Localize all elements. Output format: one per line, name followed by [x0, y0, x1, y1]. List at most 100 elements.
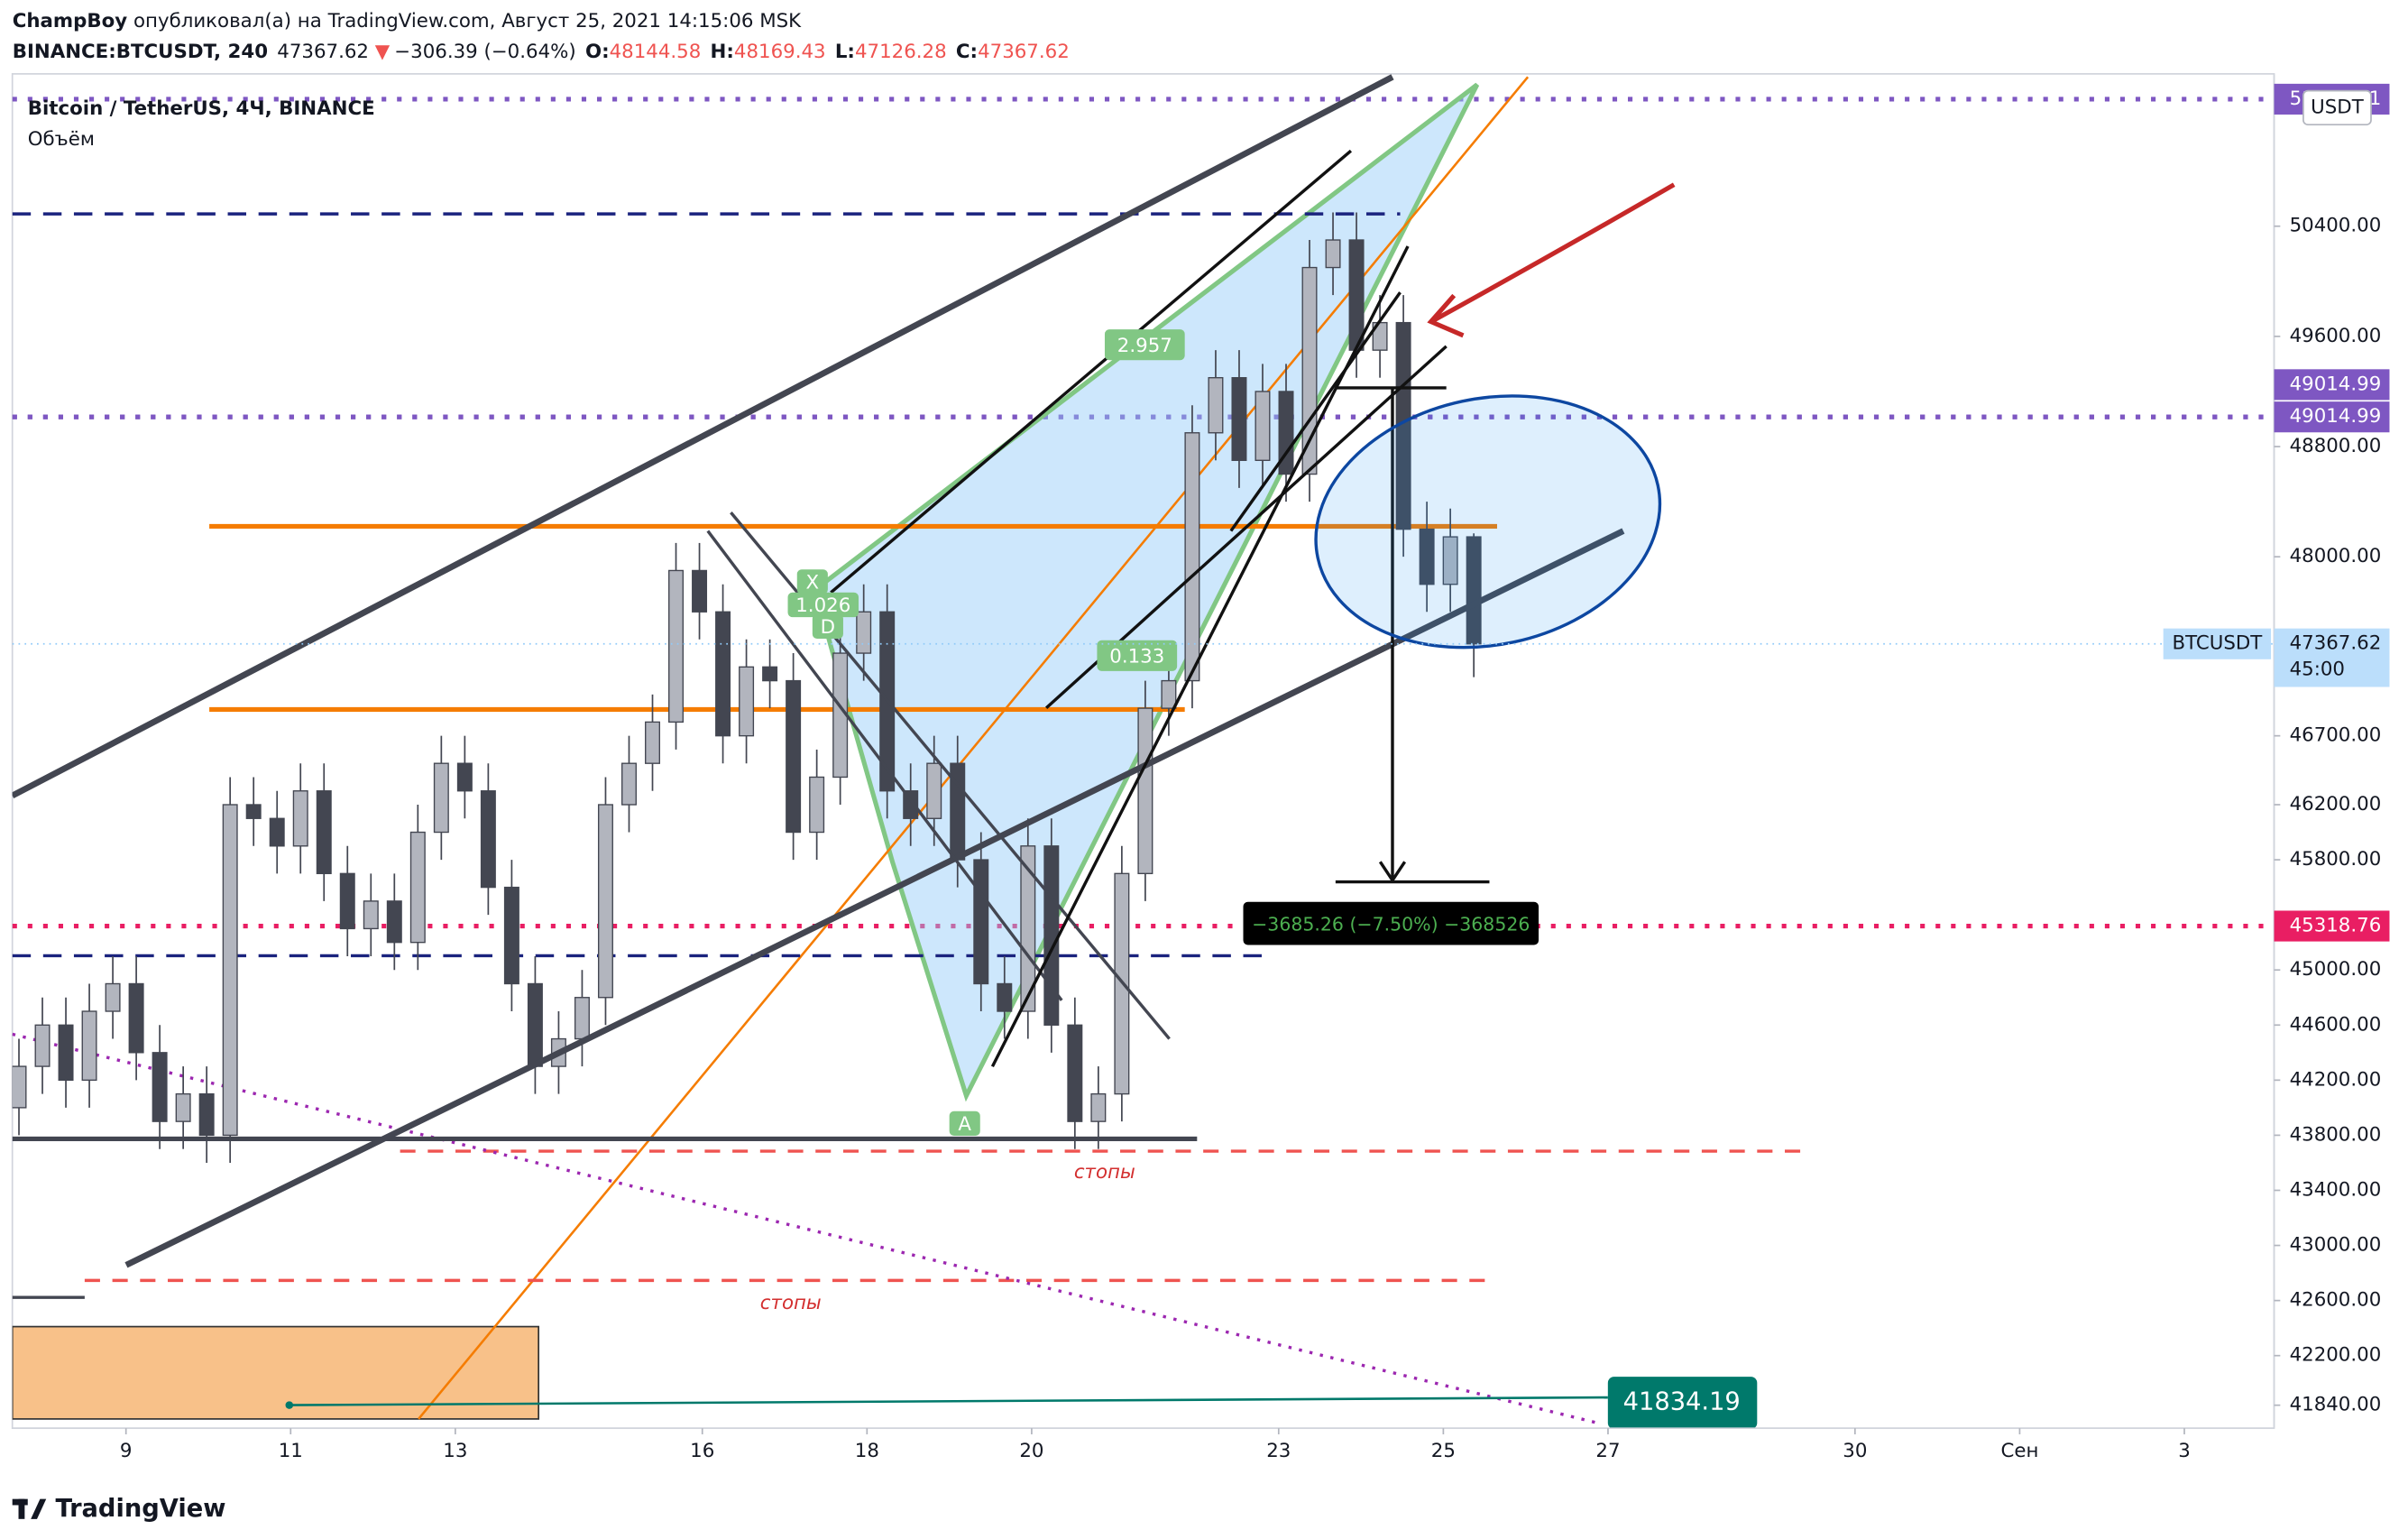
- logo-mark: [18, 1498, 25, 1519]
- plot: X 1.026 D A 2.957 0.133 стопы стопы −368…: [12, 74, 2275, 1429]
- candle-body: [1325, 239, 1341, 269]
- candle-body: [269, 817, 285, 847]
- price-tag-label: 41834.19: [1623, 1388, 1741, 1416]
- x-tick-label: 23: [1266, 1440, 1291, 1462]
- y-tick-label: 48000.00: [2290, 545, 2382, 567]
- ohlc-label: O:: [585, 41, 610, 63]
- price-line-box: [2274, 910, 2390, 942]
- candle-body: [363, 900, 379, 930]
- trend-line: [830, 149, 1353, 594]
- y-tick-label: 43800.00: [2290, 1123, 2382, 1146]
- red-arrow: [1432, 182, 1676, 323]
- candle-body: [1184, 432, 1200, 682]
- candle-body: [316, 790, 332, 875]
- label-box: [1097, 640, 1178, 671]
- candle-body: [809, 776, 825, 834]
- candle-body: [739, 666, 755, 737]
- x-tick-label: 20: [1019, 1440, 1043, 1462]
- price-tag: 41834.19: [1607, 1377, 1758, 1429]
- currency[interactable]: USDT: [2311, 96, 2365, 118]
- label-box: [812, 613, 843, 639]
- candle-body: [433, 762, 449, 834]
- channel-line: [12, 74, 1394, 799]
- measure-arrow: [1378, 861, 1407, 883]
- arrow: ▼: [375, 41, 391, 63]
- x-tick-label: Сен: [2000, 1440, 2038, 1462]
- candle-body: [198, 1092, 215, 1137]
- candle-body: [973, 859, 989, 985]
- candle-body: [762, 666, 778, 682]
- candle-body: [12, 1065, 27, 1109]
- currency-button[interactable]: [2302, 89, 2372, 126]
- x-tick-label: 9: [120, 1440, 133, 1462]
- highlight-ellipse: [1314, 394, 1662, 650]
- y-tick-label: 44200.00: [2290, 1068, 2382, 1091]
- x-tick-label: 25: [1431, 1440, 1456, 1462]
- measure-box: [1243, 901, 1539, 945]
- y-tick-label: 48800.00: [2290, 435, 2382, 457]
- legend-volume: Объём: [28, 128, 95, 151]
- candle-body: [386, 900, 402, 944]
- y-tick-label: 42600.00: [2290, 1289, 2382, 1312]
- x-tick-label: 11: [279, 1440, 303, 1462]
- candle-body: [715, 611, 731, 737]
- candle-body: [152, 1052, 168, 1122]
- pattern-point: X: [806, 572, 820, 594]
- trend-line: [990, 245, 1410, 1068]
- x-tick-label: 13: [443, 1440, 467, 1462]
- last: 47367.62: [277, 41, 369, 63]
- ohlc-label: C:: [956, 41, 978, 63]
- x-tick-label: 16: [690, 1440, 714, 1462]
- symbol-box: [2163, 628, 2272, 659]
- label-box: [1104, 329, 1185, 361]
- y-tick-label: 49600.00: [2290, 325, 2382, 347]
- change: −306.39 (−0.64%): [394, 41, 575, 63]
- stops-label: стопы: [760, 1292, 822, 1314]
- candle-body: [503, 886, 519, 985]
- pattern-point: A: [958, 1113, 971, 1136]
- logo-text: TradingView: [55, 1495, 225, 1523]
- pattern-labels: X 1.026 D A 2.957 0.133: [787, 329, 1185, 1136]
- price-line-label: 49014.99: [2290, 373, 2382, 395]
- price-axis: 50400.00 49600.00 48800.00 48000.00 46700.00…: [2274, 215, 2382, 1416]
- stops-label: стопы: [1074, 1161, 1135, 1184]
- candle-body: [668, 569, 685, 723]
- candle-body: [175, 1092, 191, 1122]
- candle-body: [1020, 845, 1036, 1012]
- y-tick-label: 46200.00: [2290, 793, 2382, 816]
- candle-body: [692, 569, 708, 613]
- candle-body: [1043, 845, 1060, 1026]
- publisher: ChampBoy: [13, 10, 128, 32]
- trend-line: [418, 76, 1530, 1420]
- ratio: 1.026: [795, 594, 850, 617]
- price-line-label: 49014.99: [2290, 405, 2382, 428]
- ohlc-label: L:: [835, 41, 855, 63]
- candle-body: [222, 804, 238, 1137]
- price-tag-box: [1607, 1377, 1758, 1429]
- candle-body: [1161, 679, 1177, 709]
- candle-body: [1442, 536, 1458, 585]
- candle-body: [1208, 377, 1224, 434]
- candle-body: [81, 1010, 97, 1082]
- label-box: [796, 569, 828, 594]
- candle-body: [574, 997, 590, 1040]
- trend-line: [1229, 291, 1402, 532]
- legend: Bitcoin / TetherUS, 4Ч, BINANCE Объём: [28, 97, 375, 151]
- candle-body: [292, 790, 308, 847]
- candle-body: [1466, 536, 1482, 645]
- x-tick-label: 30: [1843, 1440, 1867, 1462]
- y-tick-label: 50400.00: [2290, 215, 2382, 237]
- measure-label: −3685.26 (−7.50%) −368526: [1252, 913, 1530, 935]
- candle-body: [1137, 707, 1153, 875]
- candle-body: [856, 611, 872, 654]
- candle-body: [409, 831, 426, 944]
- pattern-point: D: [821, 616, 835, 639]
- y-tick-label: 41840.00: [2290, 1394, 2382, 1416]
- y-tick-label: 45800.00: [2290, 848, 2382, 871]
- candle-body: [456, 762, 473, 792]
- header: ChampBoy опубликовал(а) на TradingView.co…: [13, 10, 1070, 63]
- last-price-label: 47367.62: [2290, 632, 2382, 655]
- red-arrow-head: [1427, 293, 1465, 338]
- ohlc-value: 48169.43: [734, 41, 826, 63]
- candle-body: [786, 679, 802, 834]
